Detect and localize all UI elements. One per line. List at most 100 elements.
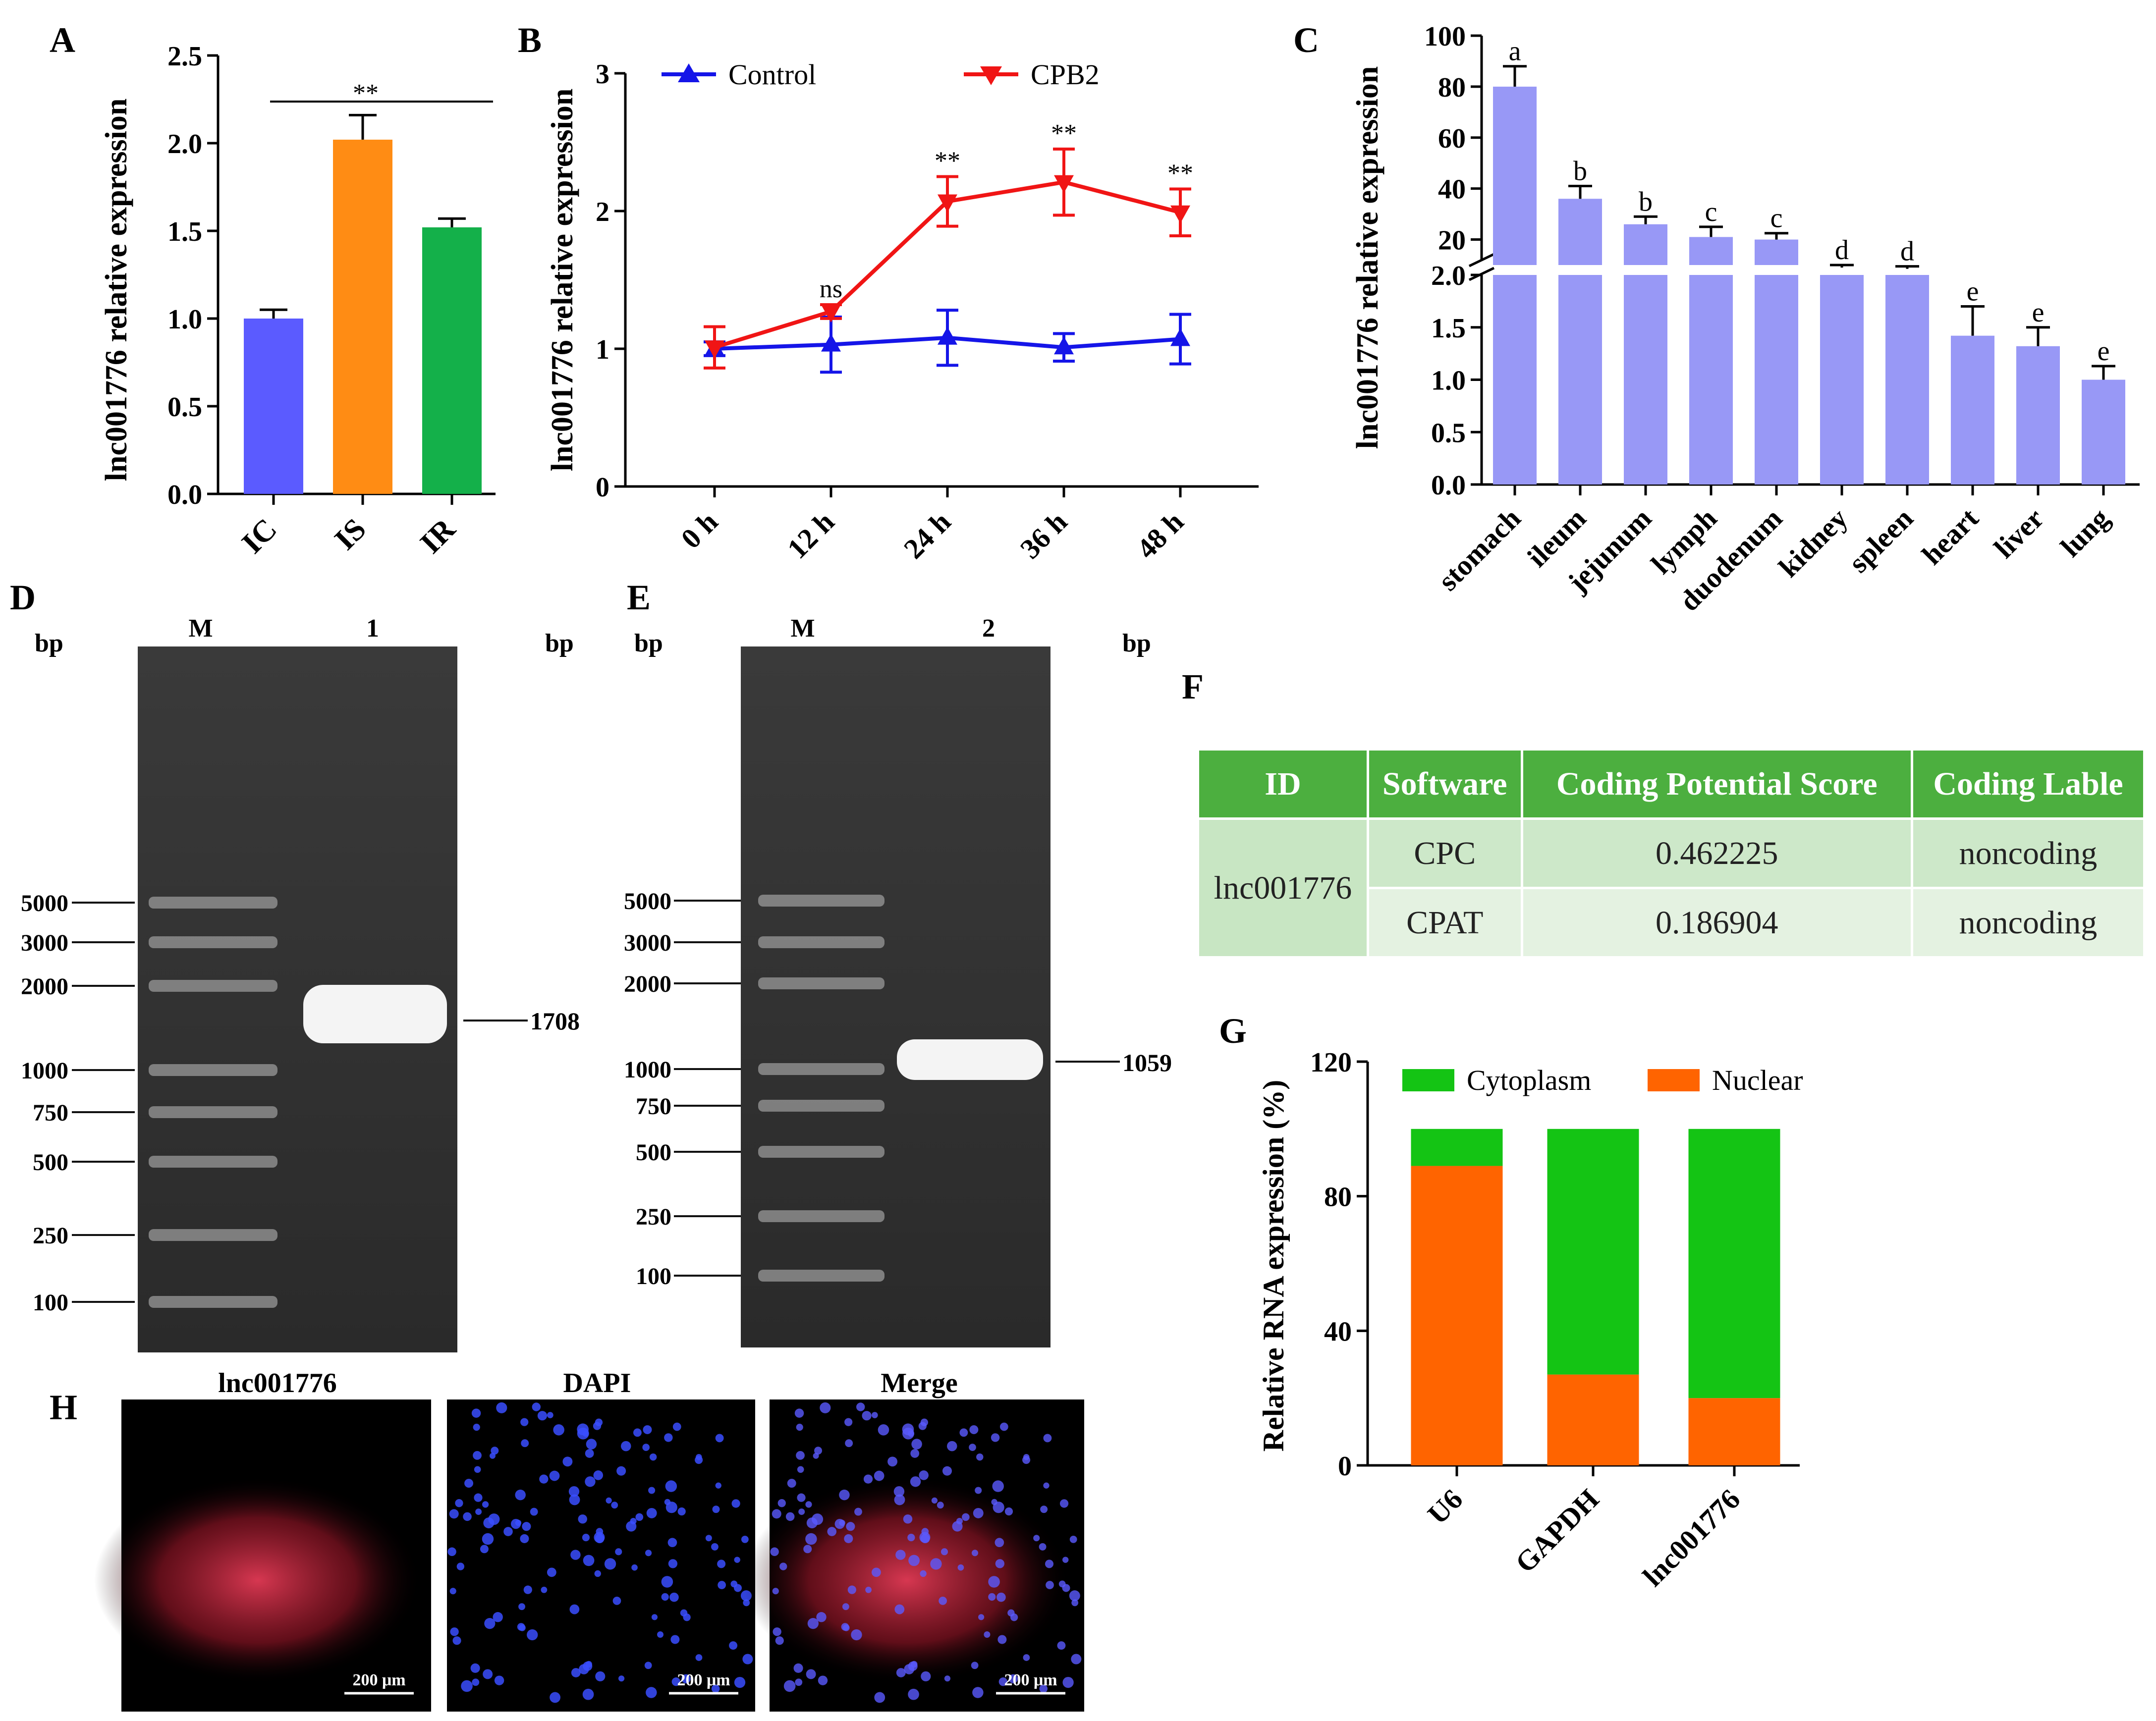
nucleus <box>1007 1609 1015 1617</box>
panel-b-x-tick-label: 36 h <box>1014 505 1073 565</box>
nucleus <box>539 1474 549 1484</box>
ladder-label: 5000 <box>624 888 671 914</box>
ladder-band <box>758 936 885 948</box>
nucleus <box>797 1493 806 1502</box>
significance-label: ns <box>820 275 842 303</box>
nucleus <box>920 1570 927 1577</box>
nucleus <box>711 1684 720 1693</box>
nucleus <box>944 1675 951 1682</box>
nucleus <box>1046 1581 1054 1589</box>
legend-cpb2-label: CPB2 <box>1031 58 1100 91</box>
nucleus <box>863 1474 873 1484</box>
nucleus <box>895 1550 906 1560</box>
ladder-band <box>758 1210 885 1222</box>
nucleus <box>930 1558 942 1570</box>
nucleus <box>665 1480 677 1492</box>
table-header-id: ID <box>1199 751 1367 817</box>
nucleus <box>664 1499 671 1506</box>
data-point-cpb2 <box>821 304 841 323</box>
nucleus <box>705 1535 712 1542</box>
ladder-band <box>758 977 885 989</box>
nucleus <box>729 1641 738 1650</box>
panel-c-y-tick-label: 40 <box>1438 174 1466 205</box>
panel-b-lines: ns ** ** ** <box>704 119 1193 374</box>
nucleus <box>712 1506 720 1513</box>
nucleus <box>908 1555 920 1566</box>
nucleus <box>520 1534 529 1543</box>
nucleus <box>814 1447 823 1455</box>
significance-letter: b <box>1639 186 1653 217</box>
nucleus <box>585 1476 596 1487</box>
nucleus <box>812 1513 824 1525</box>
nucleus <box>1069 1590 1080 1602</box>
nucleus <box>904 1664 915 1674</box>
nucleus <box>1071 1654 1082 1665</box>
nucleus <box>775 1636 784 1645</box>
bar-jejunum-lower <box>1624 275 1667 484</box>
ladder-label: 500 <box>33 1149 68 1176</box>
nucleus <box>957 1564 964 1571</box>
ladder-band <box>149 936 277 948</box>
nucleus <box>903 1514 913 1524</box>
nucleus <box>595 1534 605 1544</box>
panel-c: C lnc001776 relative expression 20 40 60 80… <box>1293 20 2140 617</box>
nucleus <box>515 1489 526 1501</box>
nucleus <box>862 1411 872 1421</box>
nucleus <box>488 1513 500 1525</box>
panel-a-x-tick-label: IR <box>414 512 462 560</box>
nucleus <box>730 1580 738 1588</box>
scale-bar-label-1: 200 μm <box>352 1671 405 1689</box>
nucleus <box>606 1497 612 1504</box>
nucleus <box>1062 1676 1074 1688</box>
ladder-band <box>758 1270 885 1282</box>
nucleus <box>918 1422 927 1430</box>
ladder-band <box>758 1146 885 1158</box>
nucleus <box>695 1455 703 1464</box>
panel-b-x-tick-label: 24 h <box>897 505 957 565</box>
nucleus <box>805 1533 817 1545</box>
nucleus <box>583 1555 595 1566</box>
nucleus <box>718 1581 726 1589</box>
nucleus <box>910 1449 920 1458</box>
panel-label-e: E <box>627 578 651 617</box>
nucleus <box>537 1411 548 1421</box>
nucleus <box>456 1562 465 1570</box>
nucleus <box>742 1654 753 1665</box>
nucleus <box>593 1470 604 1480</box>
nucleus <box>976 1453 984 1461</box>
table-header-software: Software <box>1369 751 1521 817</box>
nucleus <box>734 1676 746 1688</box>
panel-a-y-tick-label: 1.0 <box>167 304 202 335</box>
nucleus <box>604 1558 616 1570</box>
gel-d-band-label: 1708 <box>530 1007 580 1035</box>
nucleus <box>717 1560 726 1568</box>
table-cell-score: 0.186904 <box>1523 889 1911 956</box>
nucleus <box>1045 1560 1054 1568</box>
gel-d-unit-right: bp <box>545 629 574 657</box>
table-header-row: ID Software Coding Potential Score Codin… <box>1199 751 2143 817</box>
nucleus <box>1040 1506 1048 1513</box>
significance-letter: d <box>1900 236 1914 267</box>
table-cell-software: CPC <box>1369 820 1521 887</box>
nucleus <box>939 1597 947 1605</box>
nucleus <box>715 1482 721 1489</box>
nucleus <box>521 1439 529 1448</box>
nucleus <box>731 1499 740 1508</box>
nucleus <box>847 1585 856 1594</box>
panel-label-a: A <box>50 20 75 60</box>
legend-nuclear-label: Nuclear <box>1712 1064 1803 1096</box>
nucleus <box>827 1527 837 1536</box>
nucleus <box>550 1692 560 1703</box>
panel-a: A lnc001776 relative expression 0.0 0.5 1.… <box>50 20 496 560</box>
nucleus <box>582 1534 590 1542</box>
significance-letter: a <box>1509 36 1521 67</box>
bar-spleen-lower <box>1885 275 1929 484</box>
nucleus <box>920 1534 930 1544</box>
panel-c-ylabel: lnc001776 relative expression <box>1351 66 1384 449</box>
panel-c-y-tick-label: 100 <box>1424 21 1466 52</box>
nucleus <box>851 1629 862 1641</box>
nucleus <box>611 1502 618 1509</box>
nucleus <box>1057 1641 1066 1650</box>
nucleus <box>671 1677 681 1686</box>
